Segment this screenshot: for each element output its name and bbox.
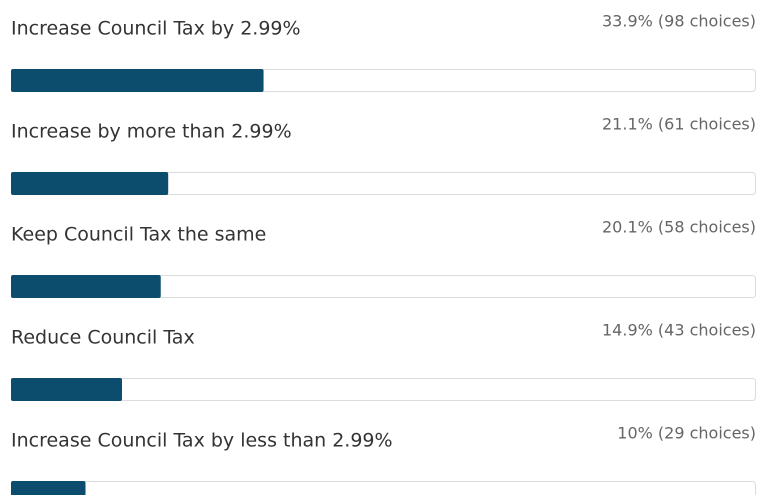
- bar: [11, 481, 86, 495]
- bar: [11, 69, 264, 92]
- option-label: Increase by more than 2.99%: [11, 121, 292, 143]
- result-label: 21.1% (61 choices): [602, 115, 756, 134]
- bar: [11, 378, 123, 401]
- result-label: 10% (29 choices): [617, 424, 756, 443]
- option-label: Keep Council Tax the same: [11, 224, 266, 246]
- bar: [11, 172, 169, 195]
- option-label: Increase Council Tax by 2.99%: [11, 18, 301, 40]
- result-label: 14.9% (43 choices): [602, 321, 756, 340]
- option-label: Increase Council Tax by less than 2.99%: [11, 430, 393, 452]
- option-label: Reduce Council Tax: [11, 327, 195, 349]
- result-label: 33.9% (98 choices): [602, 12, 756, 31]
- bar: [11, 275, 161, 298]
- bar-track: [11, 378, 756, 401]
- bar-track: [11, 481, 756, 495]
- result-label: 20.1% (58 choices): [602, 218, 756, 237]
